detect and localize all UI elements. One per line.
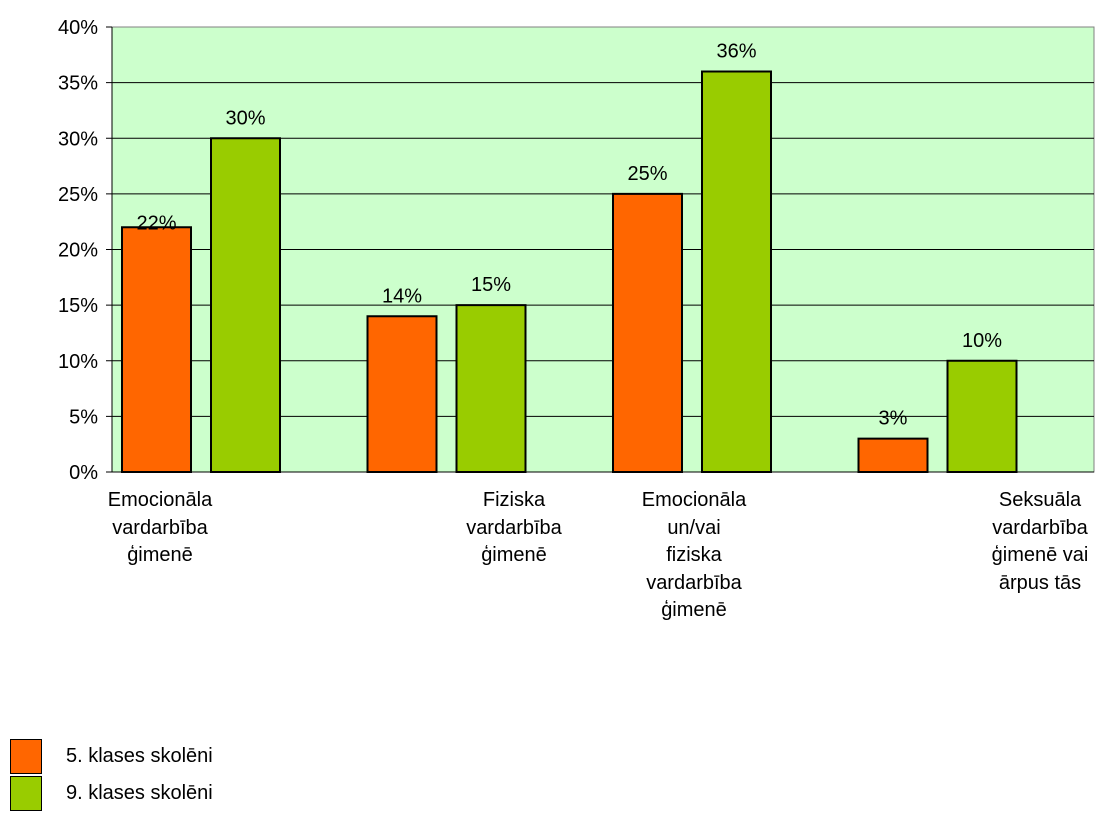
- x-category-label: Seksuāla vardarbība ģimenē vai ārpus tās: [991, 489, 1089, 594]
- legend-item-5-klase: 5. klases skolēni: [10, 738, 213, 775]
- y-tick-label: 35%: [58, 73, 98, 95]
- data-label: 14%: [382, 285, 422, 307]
- bar-9-klase-2: [455, 304, 527, 473]
- bar-5-klase-4: [857, 437, 929, 473]
- data-label: 22%: [136, 212, 176, 234]
- data-label: 25%: [627, 163, 667, 185]
- y-tick-label: 25%: [58, 184, 98, 206]
- x-category-label: Emocionāla vardarbība ģimenē: [107, 489, 213, 566]
- bar-9-klase-1: [210, 137, 281, 473]
- y-tick-label: 5%: [69, 406, 98, 428]
- y-tick-label: 20%: [58, 240, 98, 262]
- data-label: 30%: [225, 107, 265, 129]
- y-tick-label: 40%: [58, 17, 98, 39]
- bar-5-klase-2: [366, 315, 438, 473]
- bar-9-klase-4: [946, 359, 1018, 473]
- y-tick-label: 30%: [58, 128, 98, 150]
- y-tick-label: 15%: [58, 295, 98, 317]
- y-tick-label: 10%: [58, 351, 98, 373]
- legend-label-9-klase: 9. klases skolēni: [66, 782, 213, 804]
- legend-swatch-5-klase: [10, 739, 42, 774]
- bar-5-klase-3: [612, 192, 683, 473]
- data-label: 10%: [962, 330, 1002, 352]
- data-label: 15%: [471, 274, 511, 296]
- x-category-label: Fiziska vardarbība ģimenē: [466, 489, 562, 566]
- bar-9-klase-3: [701, 70, 772, 473]
- legend-item-9-klase: 9. klases skolēni: [10, 775, 213, 812]
- legend-label-5-klase: 5. klases skolēni: [66, 745, 213, 767]
- legend-swatch-9-klase: [10, 776, 42, 811]
- data-label: 36%: [716, 41, 756, 63]
- bar-5-klase-1: [121, 226, 192, 473]
- y-tick-label: 0%: [69, 462, 98, 484]
- data-label: 3%: [879, 408, 908, 430]
- legend: 5. klases skolēni 9. klases skolēni: [10, 738, 213, 812]
- x-category-label: Emocionāla un/vai fiziska vardarbība ģim…: [641, 489, 747, 621]
